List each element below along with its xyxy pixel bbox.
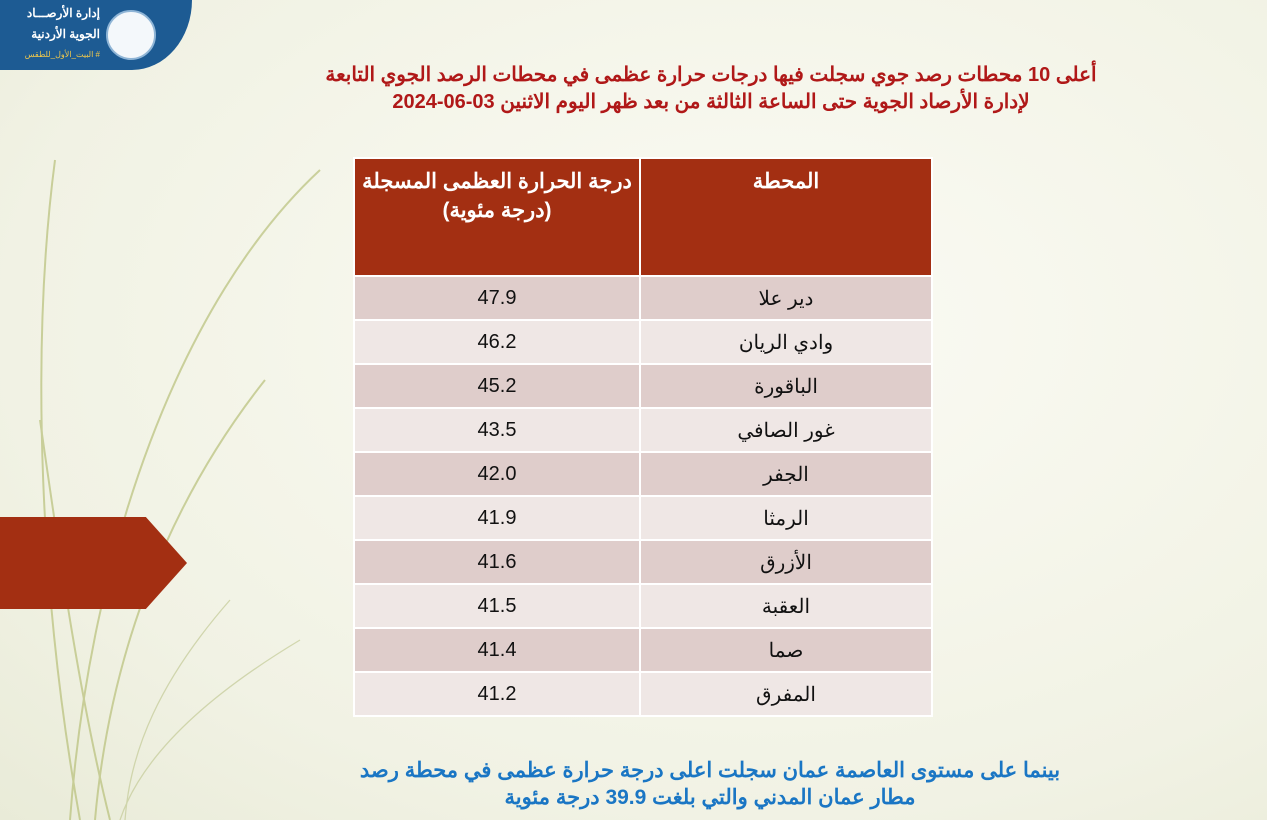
table-row: وادي الريان 46.2 <box>353 319 933 365</box>
table-row: الأزرق 41.6 <box>353 539 933 585</box>
station-cell: دير علا <box>639 275 933 321</box>
logo-line1: إدارة الأرصـــاد <box>26 6 100 20</box>
table-row: العقبة 41.5 <box>353 583 933 629</box>
temperature-cell: 47.9 <box>353 275 641 321</box>
temperature-cell: 46.2 <box>353 319 641 365</box>
table-row: الجفر 42.0 <box>353 451 933 497</box>
station-cell: المفرق <box>639 671 933 717</box>
station-cell: العقبة <box>639 583 933 629</box>
title-line2: لإدارة الأرصاد الجوية حتى الساعة الثالثة… <box>500 91 1030 113</box>
seal-icon <box>106 10 156 60</box>
title-date: 2024-06-03 <box>392 91 495 113</box>
temperature-cell: 42.0 <box>353 451 641 497</box>
logo-tagline: # البيت_الأول_للطقس <box>24 50 100 59</box>
temperature-cell: 43.5 <box>353 407 641 453</box>
page-title: أعلى 10 محطات رصد جوي سجلت فيها درجات حر… <box>180 62 1242 116</box>
footer-note: بينما على مستوى العاصمة عمان سجلت اعلى د… <box>180 757 1240 811</box>
table-row: الباقورة 45.2 <box>353 363 933 409</box>
table-row: غور الصافي 43.5 <box>353 407 933 453</box>
table-row: دير علا 47.9 <box>353 275 933 321</box>
temperature-cell: 45.2 <box>353 363 641 409</box>
temperature-cell: 41.6 <box>353 539 641 585</box>
station-cell: الرمثا <box>639 495 933 541</box>
station-cell: الجفر <box>639 451 933 497</box>
temperature-cell: 41.2 <box>353 671 641 717</box>
temperature-cell: 41.4 <box>353 627 641 673</box>
table-row: الرمثا 41.9 <box>353 495 933 541</box>
header-station: المحطة <box>639 157 933 277</box>
station-cell: الباقورة <box>639 363 933 409</box>
temperature-cell: 41.9 <box>353 495 641 541</box>
temperature-cell: 41.5 <box>353 583 641 629</box>
arrow-shape <box>0 517 187 609</box>
stations-table: المحطة درجة الحرارة العظمى المسجلة (درجة… <box>353 157 933 717</box>
logo: إدارة الأرصـــاد الجوية الأردنية # البيت… <box>0 0 192 70</box>
station-cell: وادي الريان <box>639 319 933 365</box>
logo-line2: الجوية الأردنية <box>31 27 100 41</box>
footer-line2: مطار عمان المدني والتي بلغت 39.9 درجة مئ… <box>504 786 916 809</box>
station-cell: الأزرق <box>639 539 933 585</box>
table-row: صما 41.4 <box>353 627 933 673</box>
header-temperature: درجة الحرارة العظمى المسجلة (درجة مئوية) <box>353 157 641 277</box>
station-cell: غور الصافي <box>639 407 933 453</box>
title-line1: أعلى 10 محطات رصد جوي سجلت فيها درجات حر… <box>325 64 1097 86</box>
station-cell: صما <box>639 627 933 673</box>
table-row: المفرق 41.2 <box>353 671 933 717</box>
footer-line1: بينما على مستوى العاصمة عمان سجلت اعلى د… <box>359 759 1061 782</box>
